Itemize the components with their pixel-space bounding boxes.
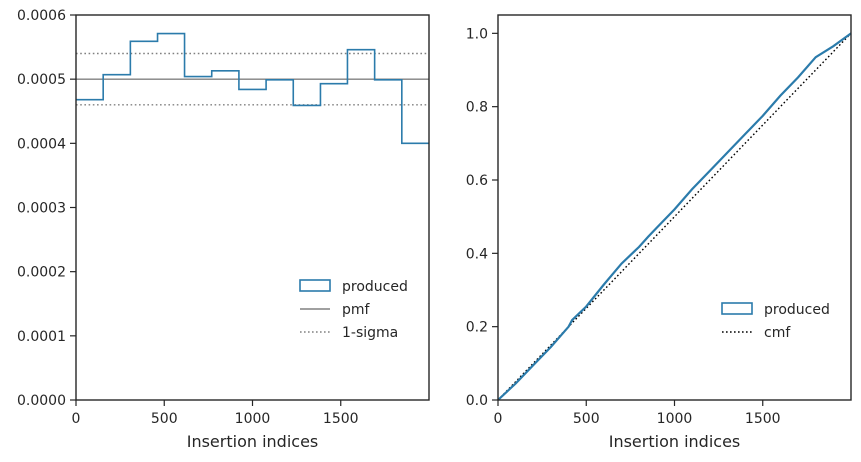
- x-tick-label: 0: [494, 411, 503, 427]
- legend-label-cmf: cmf: [764, 325, 791, 341]
- legend-label-produced: produced: [764, 302, 830, 318]
- y-tick-label: 0.0: [466, 393, 488, 409]
- y-tick-label: 0.0005: [17, 72, 66, 88]
- y-tick-label: 0.6: [466, 173, 488, 189]
- x-tick-label: 1000: [657, 411, 693, 427]
- legend-label-1-sigma: 1-sigma: [342, 325, 398, 341]
- x-tick-label: 1500: [745, 411, 781, 427]
- produced-histogram: [76, 32, 429, 145]
- y-tick-label: 0.0004: [17, 136, 66, 152]
- cmf-line: [497, 32, 852, 401]
- legend-label-pmf: pmf: [342, 302, 371, 318]
- plot-frame: [75, 14, 430, 401]
- x-tick-label: 1500: [323, 411, 359, 427]
- y-tick-label: 1.0: [466, 26, 488, 42]
- x-tick-label: 500: [573, 411, 600, 427]
- x-tick-label: 500: [151, 411, 178, 427]
- y-tick-label: 0.4: [466, 246, 488, 262]
- legend-label-produced: produced: [342, 279, 408, 295]
- x-axis-label: Insertion indices: [187, 432, 319, 451]
- plot-frame: [497, 14, 852, 401]
- y-tick-label: 0.0001: [17, 329, 66, 345]
- y-tick-label: 0.2: [466, 320, 488, 336]
- legend-swatch-produced: [299, 279, 331, 292]
- x-tick-label: 1000: [235, 411, 271, 427]
- left-panel: 0 500 1000 1500 0.0000 0.0001 0.0002 0.0003 0.00…: [17, 8, 430, 451]
- x-tick-label: 0: [72, 411, 81, 427]
- y-tick-label: 0.0000: [17, 393, 66, 409]
- y-tick-label: 0.0003: [17, 201, 66, 217]
- x-axis-label: Insertion indices: [609, 432, 741, 451]
- right-panel: 0 500 1000 1500 0.0 0.2 0.4 0.6 0.8 1.0 Insertion …: [466, 14, 852, 451]
- legend-swatch-produced: [721, 302, 753, 315]
- produced-cdf-line: [497, 32, 852, 401]
- y-tick-label: 0.8: [466, 100, 488, 116]
- y-tick-label: 0.0006: [17, 8, 66, 24]
- y-tick-label: 0.0002: [17, 265, 66, 281]
